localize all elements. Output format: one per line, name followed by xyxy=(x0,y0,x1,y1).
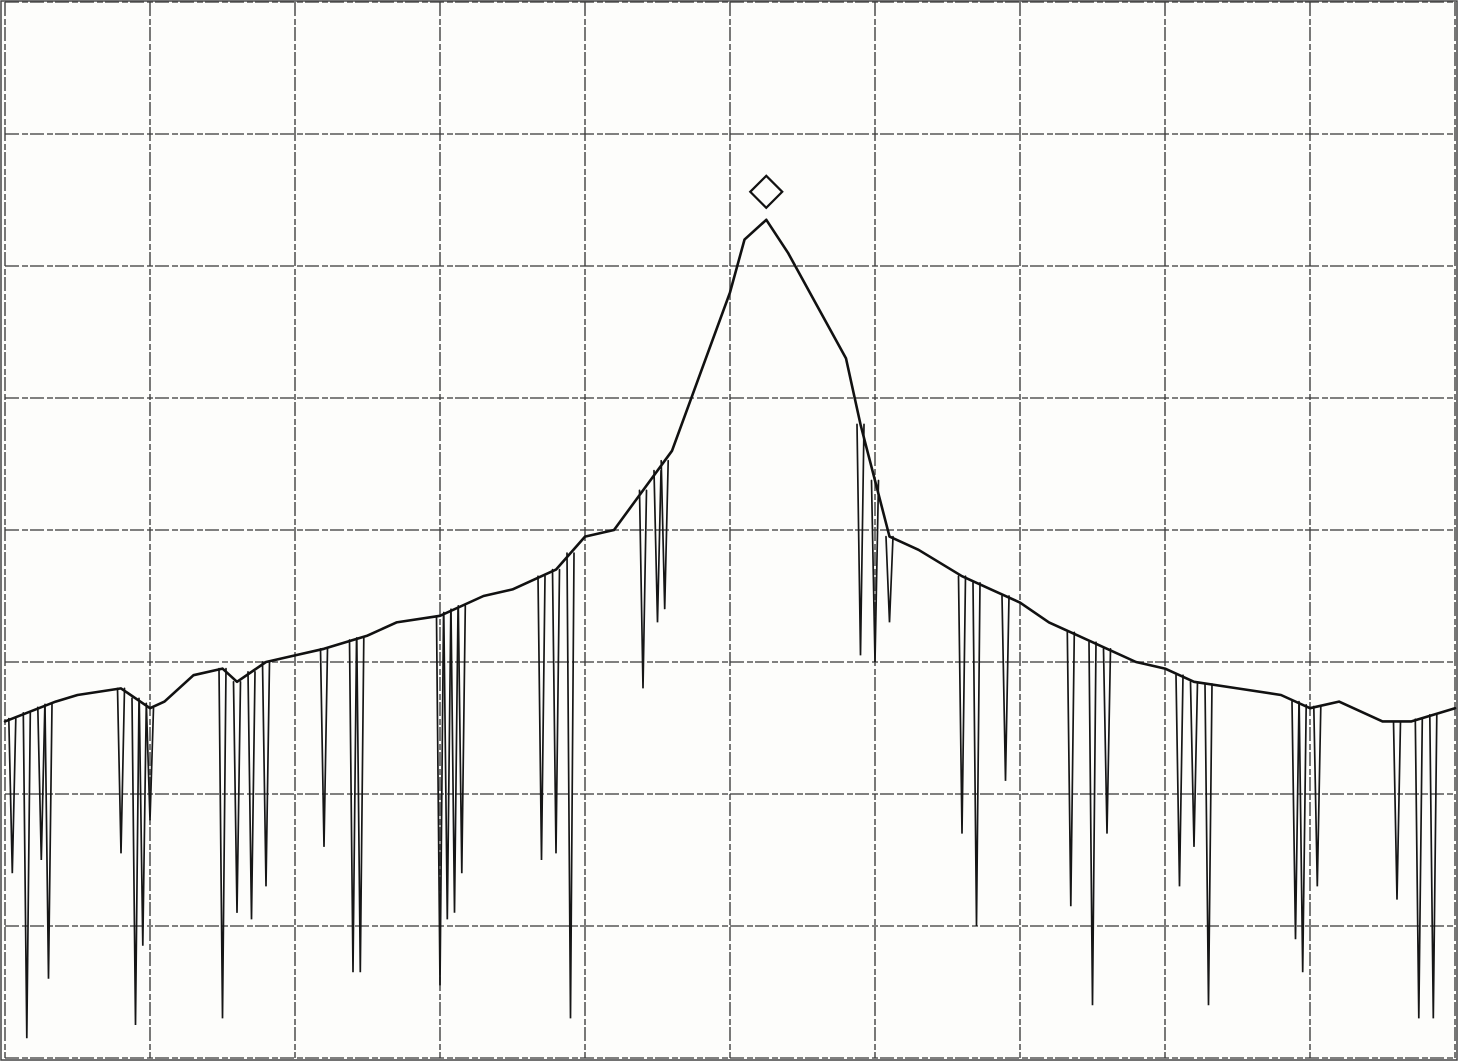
absorption-dip xyxy=(1291,700,1300,940)
spectrum-trace xyxy=(3,218,1457,723)
absorption-dip xyxy=(1414,718,1424,1019)
absorption-dip xyxy=(856,423,865,656)
absorption-dip xyxy=(1298,704,1308,973)
absorption-dips xyxy=(7,423,1438,1039)
absorption-dip xyxy=(537,575,546,861)
absorption-dip xyxy=(1392,720,1402,900)
absorption-dip xyxy=(972,581,981,927)
absorption-dip xyxy=(653,469,662,623)
absorption-dip xyxy=(566,552,575,1019)
absorption-dip xyxy=(1204,683,1213,1006)
absorption-dip xyxy=(660,459,670,610)
absorption-dip xyxy=(1312,705,1322,887)
absorption-dip xyxy=(1189,680,1199,847)
absorption-dip xyxy=(116,687,126,854)
plot-grid xyxy=(4,1,1456,1059)
absorption-dip xyxy=(319,647,329,847)
absorption-dip xyxy=(1001,595,1010,781)
absorption-dip xyxy=(232,680,242,913)
absorption-dip xyxy=(450,608,459,913)
absorption-dip xyxy=(36,706,46,861)
peak-marker-icon xyxy=(748,174,784,210)
absorption-dip xyxy=(218,667,227,1019)
absorption-dip xyxy=(435,614,445,986)
absorption-dip xyxy=(138,702,148,946)
absorption-dip xyxy=(131,697,140,1026)
absorption-dip xyxy=(355,636,365,973)
absorption-dip xyxy=(22,712,32,1039)
absorption-dip xyxy=(957,575,967,834)
absorption-dip xyxy=(145,707,155,821)
absorption-dip xyxy=(638,489,648,689)
absorption-dip xyxy=(261,661,271,887)
absorption-dip xyxy=(348,639,358,973)
absorption-dip xyxy=(457,605,467,874)
absorption-dip xyxy=(1088,641,1097,1006)
absorption-dip xyxy=(870,479,880,663)
absorption-dip xyxy=(1102,647,1112,834)
absorption-dip xyxy=(1428,713,1438,1019)
absorption-dip xyxy=(7,717,17,874)
absorption-dip xyxy=(1175,674,1184,887)
absorption-dip xyxy=(247,671,256,920)
absorption-dip xyxy=(551,568,561,854)
absorption-dip xyxy=(442,611,452,920)
absorption-dip xyxy=(44,703,53,979)
absorption-dip xyxy=(1066,631,1076,907)
absorption-dip xyxy=(885,535,894,623)
peak-marker-group xyxy=(748,174,784,210)
